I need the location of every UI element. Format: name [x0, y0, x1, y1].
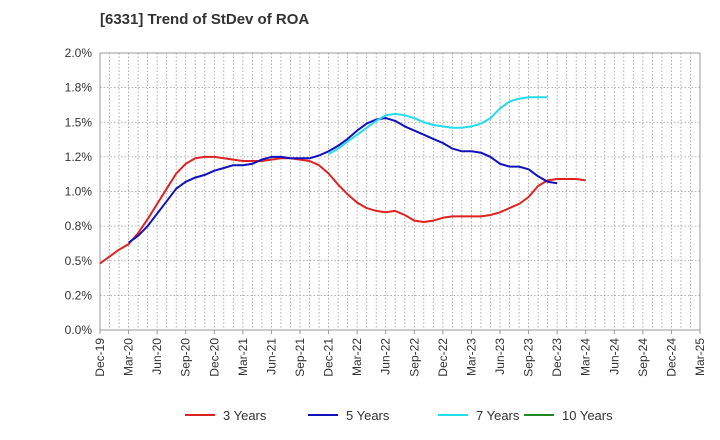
x-tick-label: Sep-23	[522, 338, 536, 377]
series-layer	[99, 96, 586, 265]
legend-label: 7 Years	[476, 408, 520, 423]
x-tick-label: Dec-20	[207, 338, 221, 377]
legend-label: 10 Years	[562, 408, 613, 423]
x-tick-label: Mar-25	[693, 338, 707, 376]
x-tick-label: Dec-24	[664, 338, 678, 377]
legend-label: 3 Years	[223, 408, 267, 423]
chart-title: [6331] Trend of StDev of ROA	[100, 11, 309, 28]
grid-layer	[99, 52, 701, 331]
x-tick-label: Mar-23	[464, 338, 478, 376]
x-tick-label: Mar-20	[122, 338, 136, 376]
x-tick-label: Mar-21	[236, 338, 250, 376]
x-tick-label: Mar-24	[579, 338, 593, 376]
axis-layer: 0.0% 0.2% 0.5% 0.8% 1.0% 1.2% 1.5% 1.8% 2.0% Dec-…	[65, 46, 707, 377]
legend: 3 Years 5 Years 7 Years 10 Years	[185, 408, 613, 423]
y-tick-label: 1.8%	[65, 81, 93, 95]
x-tick-label: Dec-19	[93, 338, 107, 377]
x-tick-label: Mar-22	[350, 338, 364, 376]
x-tick-label: Sep-21	[293, 338, 307, 377]
y-tick-label: 1.5%	[65, 115, 93, 129]
x-tick-label: Sep-24	[636, 338, 650, 377]
legend-label: 5 Years	[346, 408, 390, 423]
plot-area	[99, 52, 701, 331]
series-line-7-years	[328, 96, 548, 155]
x-tick-label: Jun-22	[379, 338, 393, 375]
y-tick-label: 1.2%	[65, 150, 93, 164]
y-tick-label: 0.5%	[65, 254, 93, 268]
y-tick-label: 1.0%	[65, 185, 93, 199]
x-tick-label: Sep-22	[407, 338, 421, 377]
y-tick-label: 2.0%	[65, 46, 93, 60]
x-tick-label: Jun-20	[150, 338, 164, 375]
y-tick-label: 0.8%	[65, 219, 93, 233]
y-tick-label: 0.0%	[65, 323, 93, 337]
y-tick-label: 0.2%	[65, 288, 93, 302]
series-line-3-years	[99, 155, 586, 265]
x-tick-label: Jun-24	[607, 338, 621, 375]
x-tick-label: Dec-22	[436, 338, 450, 377]
x-tick-label: Jun-21	[264, 338, 278, 375]
x-tick-label: Dec-21	[322, 338, 336, 377]
series-line-5-years	[128, 117, 558, 244]
x-tick-label: Jun-23	[493, 338, 507, 375]
x-tick-label: Sep-20	[179, 338, 193, 377]
x-tick-label: Dec-23	[550, 338, 564, 377]
